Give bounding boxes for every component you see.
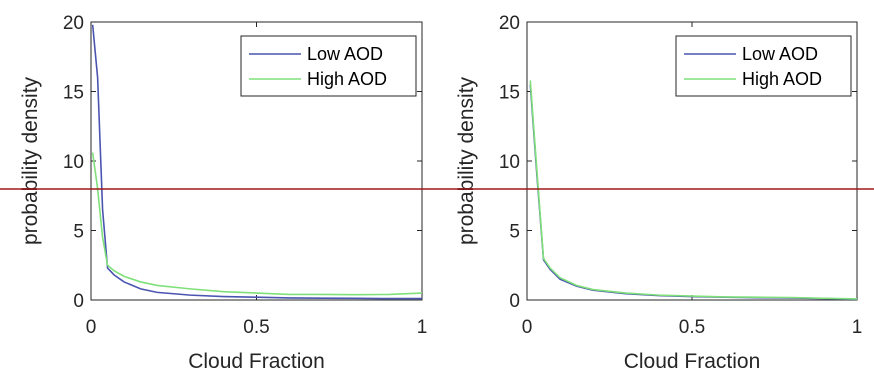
series-line-high-aod xyxy=(529,80,857,300)
y-tick-label: 0 xyxy=(509,291,520,312)
y-tick-label: 0 xyxy=(73,291,84,312)
y-tick-label: 15 xyxy=(499,83,520,104)
x-tick-label: 0 xyxy=(522,317,533,338)
y-tick-label: 10 xyxy=(499,152,520,173)
x-tick-label: 0.5 xyxy=(243,317,269,338)
y-axis-label: probability density xyxy=(19,76,42,245)
legend-box xyxy=(240,35,417,97)
x-axis-label: Cloud Fraction xyxy=(188,350,325,373)
series-line-high-aod xyxy=(91,152,422,296)
legend: Low AOD High AOD xyxy=(675,35,852,97)
y-tick-label: 20 xyxy=(499,13,520,34)
legend: Low AOD High AOD xyxy=(240,35,417,97)
plot-1: 0 5 10 15 20 0 0.5 1 Cloud Fraction probability d… xyxy=(19,13,427,373)
legend-label: High AOD xyxy=(307,69,387,89)
x-tick-label: 0 xyxy=(86,317,97,338)
x-axis-label: Cloud Fraction xyxy=(624,350,761,373)
y-tick-label: 10 xyxy=(63,152,84,173)
series-line-low-aod xyxy=(91,24,422,300)
legend-box xyxy=(675,35,852,97)
plot-2: 0 5 10 15 20 0 0.5 1 Cloud Fraction probability d… xyxy=(455,13,862,373)
y-tick-label: 15 xyxy=(63,83,84,104)
y-axis-label: probability density xyxy=(455,76,478,245)
legend-label: Low AOD xyxy=(307,44,383,64)
y-tick-label: 5 xyxy=(73,222,84,243)
y-tick-label: 5 xyxy=(509,222,520,243)
legend-label: High AOD xyxy=(742,69,822,89)
y-tick-label: 20 xyxy=(63,13,84,34)
x-tick-label: 1 xyxy=(852,317,863,338)
legend-label: Low AOD xyxy=(742,44,818,64)
x-tick-label: 0.5 xyxy=(679,317,705,338)
x-tick-label: 1 xyxy=(417,317,428,338)
